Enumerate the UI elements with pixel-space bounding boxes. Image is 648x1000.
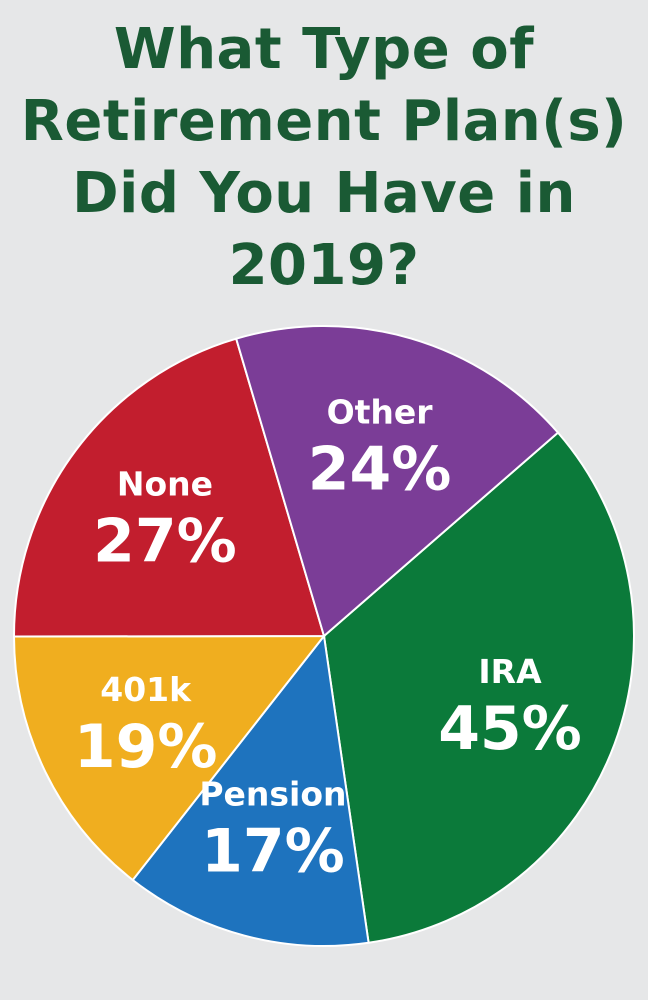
pie-slice-ira — [322, 431, 635, 944]
slice-label-pension: Pension — [199, 775, 346, 814]
slice-label-401k: 401k — [100, 670, 192, 709]
slice-value-ira: 45% — [438, 694, 582, 764]
pie-slice-other — [234, 325, 560, 638]
slice-label-other: Other — [327, 393, 434, 432]
slice-value-other: 24% — [308, 435, 452, 505]
title-line-2: Retirement Plan(s) — [20, 89, 628, 154]
pie-slice-pension — [131, 633, 370, 947]
title-line-4: 2019? — [228, 233, 420, 298]
slice-label-none: None — [117, 464, 213, 503]
title-line-3: Did You Have in — [72, 161, 576, 226]
chart-title: What Type of Retirement Plan(s) Did You … — [0, 14, 648, 302]
slice-label-ira: IRA — [478, 652, 542, 691]
pie-slice-401k — [12, 634, 327, 882]
slice-value-none: 27% — [93, 506, 237, 576]
title-line-1: What Type of — [113, 17, 535, 82]
slice-value-pension: 17% — [201, 817, 345, 887]
pie-slice-none — [13, 337, 326, 638]
slice-value-401k: 19% — [74, 712, 218, 782]
